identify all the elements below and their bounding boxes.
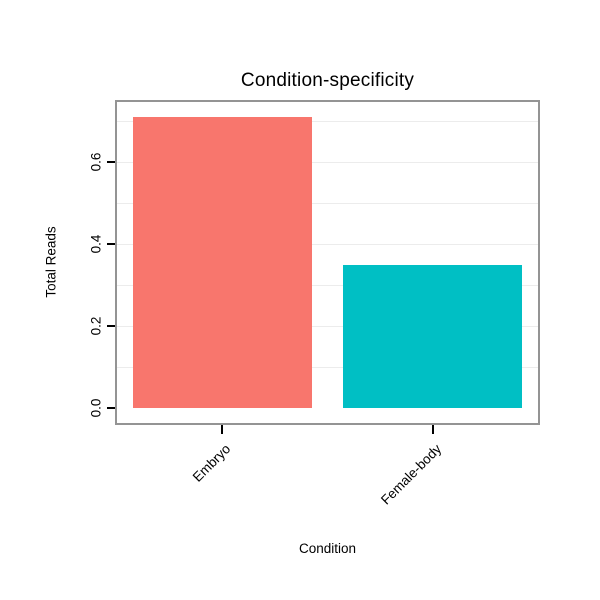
- y-axis-tick: [107, 407, 115, 410]
- y-tick-label-text: 0.6: [88, 152, 104, 172]
- y-tick-label-text: 0.2: [88, 316, 104, 336]
- plot-area: Embryo Female-body 0.0 0.2 0.4 0.6: [89, 100, 540, 508]
- x-axis-title: Condition: [298, 541, 357, 556]
- gridline: [117, 285, 538, 287]
- y-tick-label-text: 0.0: [88, 398, 104, 418]
- y-tick-label-text: 0.4: [88, 234, 104, 254]
- bar-embryo: [132, 116, 312, 409]
- gridline: [117, 161, 538, 163]
- y-axis-tick: [107, 243, 115, 246]
- gridline: [117, 244, 538, 246]
- gridline: [117, 367, 538, 369]
- y-axis-title-text: Total Reads: [43, 226, 59, 298]
- chart-title: Condition-specificity: [240, 70, 415, 91]
- y-axis-tick: [107, 160, 115, 163]
- x-axis-tick: [431, 425, 434, 434]
- gridline: [117, 326, 538, 328]
- x-axis-tick: [221, 425, 224, 434]
- gridline: [117, 120, 538, 122]
- gridline: [117, 202, 538, 204]
- y-axis-tick: [107, 325, 115, 328]
- bar-female-body: [343, 264, 523, 409]
